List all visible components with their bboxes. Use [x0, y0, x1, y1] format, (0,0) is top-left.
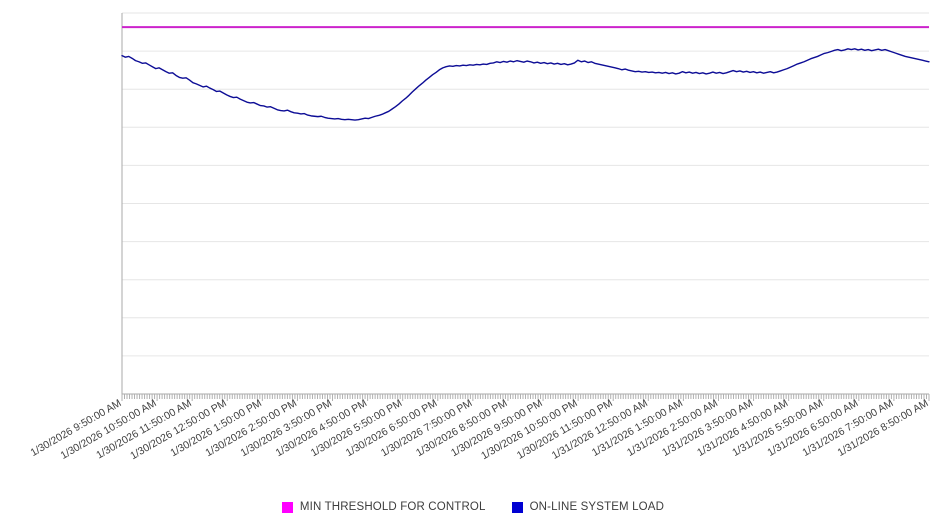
chart-legend: MIN THRESHOLD FOR CONTROL ON-LINE SYSTEM… [0, 495, 946, 519]
legend-swatch-blue [511, 501, 523, 513]
legend-label-min-threshold-for-control: MIN THRESHOLD FOR CONTROL [299, 501, 486, 513]
legend-swatch-magenta [281, 501, 293, 513]
legend-item-min-threshold-for-control[interactable]: MIN THRESHOLD FOR CONTROL [281, 501, 486, 513]
x-axis-ticks [121, 394, 930, 401]
x-axis-tick-labels: 1/30/2026 9:50:00 AM1/30/2026 10:50:00 A… [29, 397, 931, 462]
legend-label-on-line-system-load: ON-LINE SYSTEM LOAD [529, 501, 665, 513]
series-on-line-system-load [121, 48, 930, 121]
gridlines [122, 12, 929, 357]
legend-item-on-line-system-load[interactable]: ON-LINE SYSTEM LOAD [511, 501, 665, 513]
